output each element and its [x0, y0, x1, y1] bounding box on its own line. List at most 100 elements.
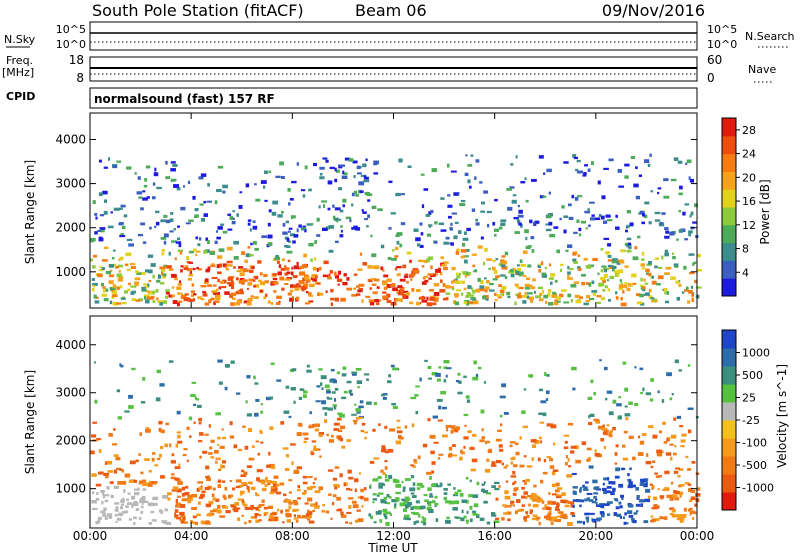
- range-cell: [612, 400, 616, 404]
- range-cell: [525, 511, 528, 514]
- range-cell: [340, 426, 345, 430]
- range-cell: [362, 164, 366, 168]
- range-cell: [575, 300, 581, 304]
- range-cell: [161, 237, 167, 240]
- range-cell: [346, 277, 349, 281]
- range-cell: [640, 392, 643, 394]
- range-cell: [517, 295, 520, 298]
- range-cell: [441, 229, 447, 231]
- range-cell: [429, 297, 435, 301]
- range-cell: [243, 269, 248, 272]
- range-cell: [453, 235, 457, 239]
- range-cell: [654, 473, 658, 475]
- range-cell: [166, 292, 170, 295]
- range-cell: [356, 293, 361, 296]
- range-cell: [102, 513, 106, 516]
- range-cell: [326, 390, 331, 393]
- range-cell: [357, 510, 361, 512]
- range-cell: [309, 511, 313, 515]
- range-cell: [545, 267, 547, 269]
- range-cell: [177, 226, 180, 228]
- range-cell: [354, 273, 358, 275]
- range-cell: [171, 473, 175, 475]
- range-cell: [389, 428, 395, 431]
- range-cell: [627, 210, 631, 213]
- range-cell: [648, 425, 653, 428]
- range-cell: [410, 464, 413, 466]
- range-cell: [534, 291, 536, 294]
- range-cell: [210, 510, 216, 512]
- range-cell: [472, 459, 478, 463]
- range-cell: [456, 275, 460, 278]
- range-cell: [276, 296, 282, 299]
- range-cell: [361, 505, 363, 507]
- range-cell: [385, 466, 388, 470]
- range-cell: [167, 492, 172, 495]
- range-cell: [279, 264, 281, 268]
- range-cell: [635, 166, 638, 169]
- range-cell: [330, 378, 335, 381]
- range-cell: [340, 473, 343, 477]
- range-cell: [496, 439, 502, 442]
- range-cell: [472, 254, 477, 256]
- range-cell: [443, 267, 448, 270]
- range-cell: [121, 205, 126, 208]
- range-cell: [586, 227, 588, 229]
- range-cell: [573, 491, 576, 495]
- range-cell: [158, 275, 161, 279]
- range-cell: [571, 195, 574, 198]
- range-cell: [493, 278, 498, 280]
- range-cell: [670, 276, 676, 279]
- range-cell: [531, 179, 537, 182]
- range-cell: [583, 489, 589, 491]
- colorbar-tick-label: -500: [742, 459, 767, 472]
- range-cell: [188, 274, 193, 277]
- range-cell: [658, 267, 662, 269]
- range-cell: [199, 456, 202, 459]
- range-cell: [297, 228, 299, 232]
- range-cell: [180, 504, 186, 508]
- range-cell: [195, 208, 199, 211]
- range-cell: [686, 287, 689, 290]
- range-cell: [547, 501, 552, 505]
- range-cell: [443, 298, 448, 301]
- range-cell: [418, 514, 420, 518]
- range-cell: [385, 451, 389, 453]
- colorbar-tick-label: 20: [742, 171, 756, 184]
- range-cell: [373, 457, 379, 459]
- range-cell: [174, 278, 178, 281]
- range-cell: [626, 225, 629, 228]
- range-cell: [546, 229, 552, 231]
- range-cell: [395, 247, 398, 250]
- range-cell: [272, 481, 277, 484]
- range-cell: [330, 270, 333, 274]
- range-cell: [332, 502, 334, 505]
- range-cell: [227, 261, 233, 264]
- velocity-ylabel: Slant Range [km]: [23, 370, 37, 474]
- range-cell: [429, 289, 434, 292]
- range-cell: [293, 470, 299, 474]
- range-cell: [286, 454, 289, 457]
- range-cell: [144, 296, 146, 299]
- colorbar-segment: [722, 154, 736, 172]
- range-cell: [643, 278, 645, 281]
- range-cell: [284, 265, 286, 267]
- range-cell: [653, 497, 657, 501]
- range-cell: [321, 387, 323, 390]
- range-cell: [640, 479, 646, 483]
- range-cell: [417, 487, 420, 490]
- range-cell: [343, 367, 347, 370]
- range-cell: [319, 176, 324, 179]
- range-cell: [125, 473, 131, 477]
- range-cell: [642, 388, 644, 392]
- range-cell: [502, 463, 504, 466]
- range-cell: [255, 399, 259, 402]
- station-title: South Pole Station (fitACF): [92, 1, 304, 20]
- range-cell: [178, 283, 183, 286]
- range-cell: [157, 370, 161, 373]
- range-cell: [108, 433, 112, 437]
- range-cell: [312, 510, 315, 512]
- range-cell: [649, 289, 652, 293]
- range-cell: [472, 494, 478, 498]
- range-cell: [134, 492, 139, 495]
